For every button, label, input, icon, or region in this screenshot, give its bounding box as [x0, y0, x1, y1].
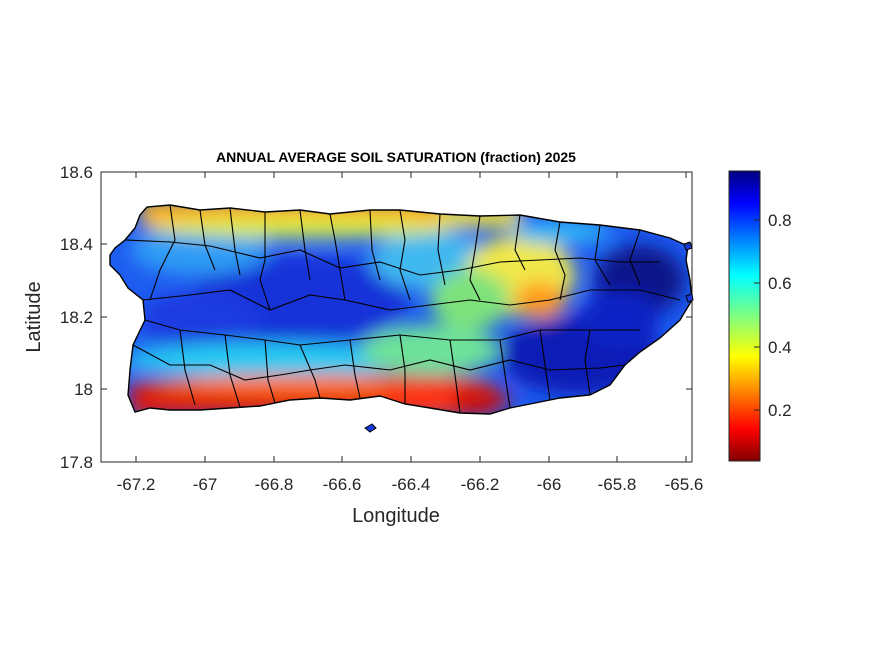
x-axis-ticks [135, 172, 687, 462]
x-axis-label: Longitude [352, 505, 440, 527]
x-tick-label: -67 [193, 475, 218, 494]
municipal-boundaries [109, 204, 693, 415]
y-tick-label: 17.8 [60, 453, 93, 472]
x-tick-label: -67.2 [117, 475, 156, 494]
y-tick-labels: 18.6 18.4 18.2 18 17.8 [60, 163, 93, 472]
x-tick-label: -66 [537, 475, 562, 494]
y-tick-label: 18.4 [60, 235, 93, 254]
colorbar-tick-label: 0.4 [768, 338, 792, 357]
colorbar-tick-label: 0.6 [768, 274, 792, 293]
colorbar-ticks [754, 219, 760, 411]
y-tick-label: 18.2 [60, 308, 93, 327]
x-tick-label: -65.8 [598, 475, 637, 494]
y-axis-label: Latitude [23, 281, 45, 352]
x-tick-label: -66.2 [461, 475, 500, 494]
colorbar [728, 170, 761, 462]
colorbar-tick-labels: 0.8 0.6 0.4 0.2 [768, 211, 792, 420]
x-tick-label: -65.6 [665, 475, 704, 494]
x-tick-label: -66.4 [392, 475, 431, 494]
island-heatmap [110, 205, 692, 414]
y-tick-label: 18.6 [60, 163, 93, 182]
colorbar-tick-label: 0.8 [768, 211, 792, 230]
x-tick-label: -66.8 [255, 475, 294, 494]
chart-title: ANNUAL AVERAGE SOIL SATURATION (fraction… [216, 149, 576, 165]
y-tick-label: 18 [74, 380, 93, 399]
x-tick-labels: -67.2 -67 -66.8 -66.6 -66.4 -66.2 -66 -6… [117, 475, 704, 494]
x-tick-label: -66.6 [323, 475, 362, 494]
colorbar-tick-label: 0.2 [768, 401, 792, 420]
y-axis-ticks [101, 171, 692, 463]
